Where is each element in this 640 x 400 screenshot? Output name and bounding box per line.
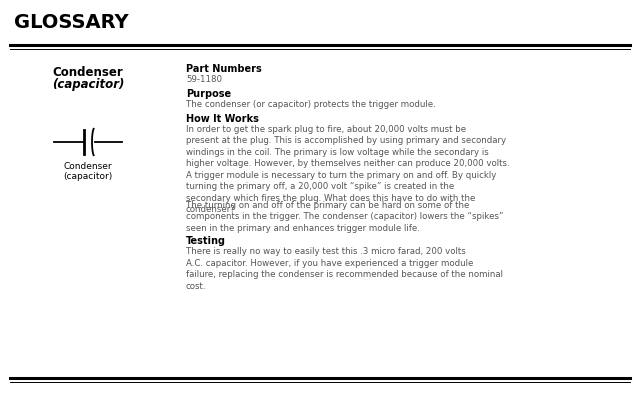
Text: The turning on and off of the primary can be hard on some of the
components in t: The turning on and off of the primary ca… xyxy=(186,201,504,233)
Text: The condenser (or capacitor) protects the trigger module.: The condenser (or capacitor) protects th… xyxy=(186,100,436,109)
Text: (capacitor): (capacitor) xyxy=(52,78,124,91)
Text: In order to get the spark plug to fire, about 20,000 volts must be
present at th: In order to get the spark plug to fire, … xyxy=(186,125,509,214)
Text: Condenser
(capacitor): Condenser (capacitor) xyxy=(63,162,113,182)
Text: Testing: Testing xyxy=(186,236,226,246)
Text: Purpose: Purpose xyxy=(186,89,231,99)
Text: Condenser: Condenser xyxy=(52,66,124,79)
Text: How It Works: How It Works xyxy=(186,114,259,124)
Text: There is really no way to easily test this .3 micro farad, 200 volts
A.C. capaci: There is really no way to easily test th… xyxy=(186,248,503,291)
Text: Part Numbers: Part Numbers xyxy=(186,64,262,74)
Text: GLOSSARY: GLOSSARY xyxy=(14,13,129,32)
Text: 59-1180: 59-1180 xyxy=(186,75,222,84)
